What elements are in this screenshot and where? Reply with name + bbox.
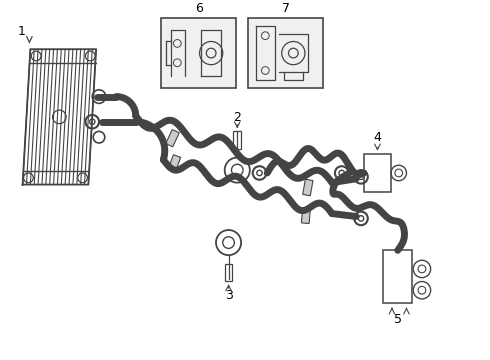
Bar [301,207,311,224]
Bar [162,19,235,87]
Bar [364,154,391,192]
Bar [233,131,241,149]
Text: 4: 4 [373,131,381,144]
Bar [303,179,313,196]
Text: 6: 6 [195,3,202,15]
Text: 7: 7 [282,3,290,15]
Bar [166,130,179,147]
Bar [383,250,412,303]
Text: 2: 2 [233,111,241,124]
Bar [249,19,322,87]
Text: 3: 3 [224,289,232,302]
Bar [168,155,181,172]
Text: 5: 5 [394,313,402,326]
Bar [161,18,236,88]
Text: 1: 1 [18,24,25,37]
Bar [248,18,323,88]
Bar [225,264,232,281]
